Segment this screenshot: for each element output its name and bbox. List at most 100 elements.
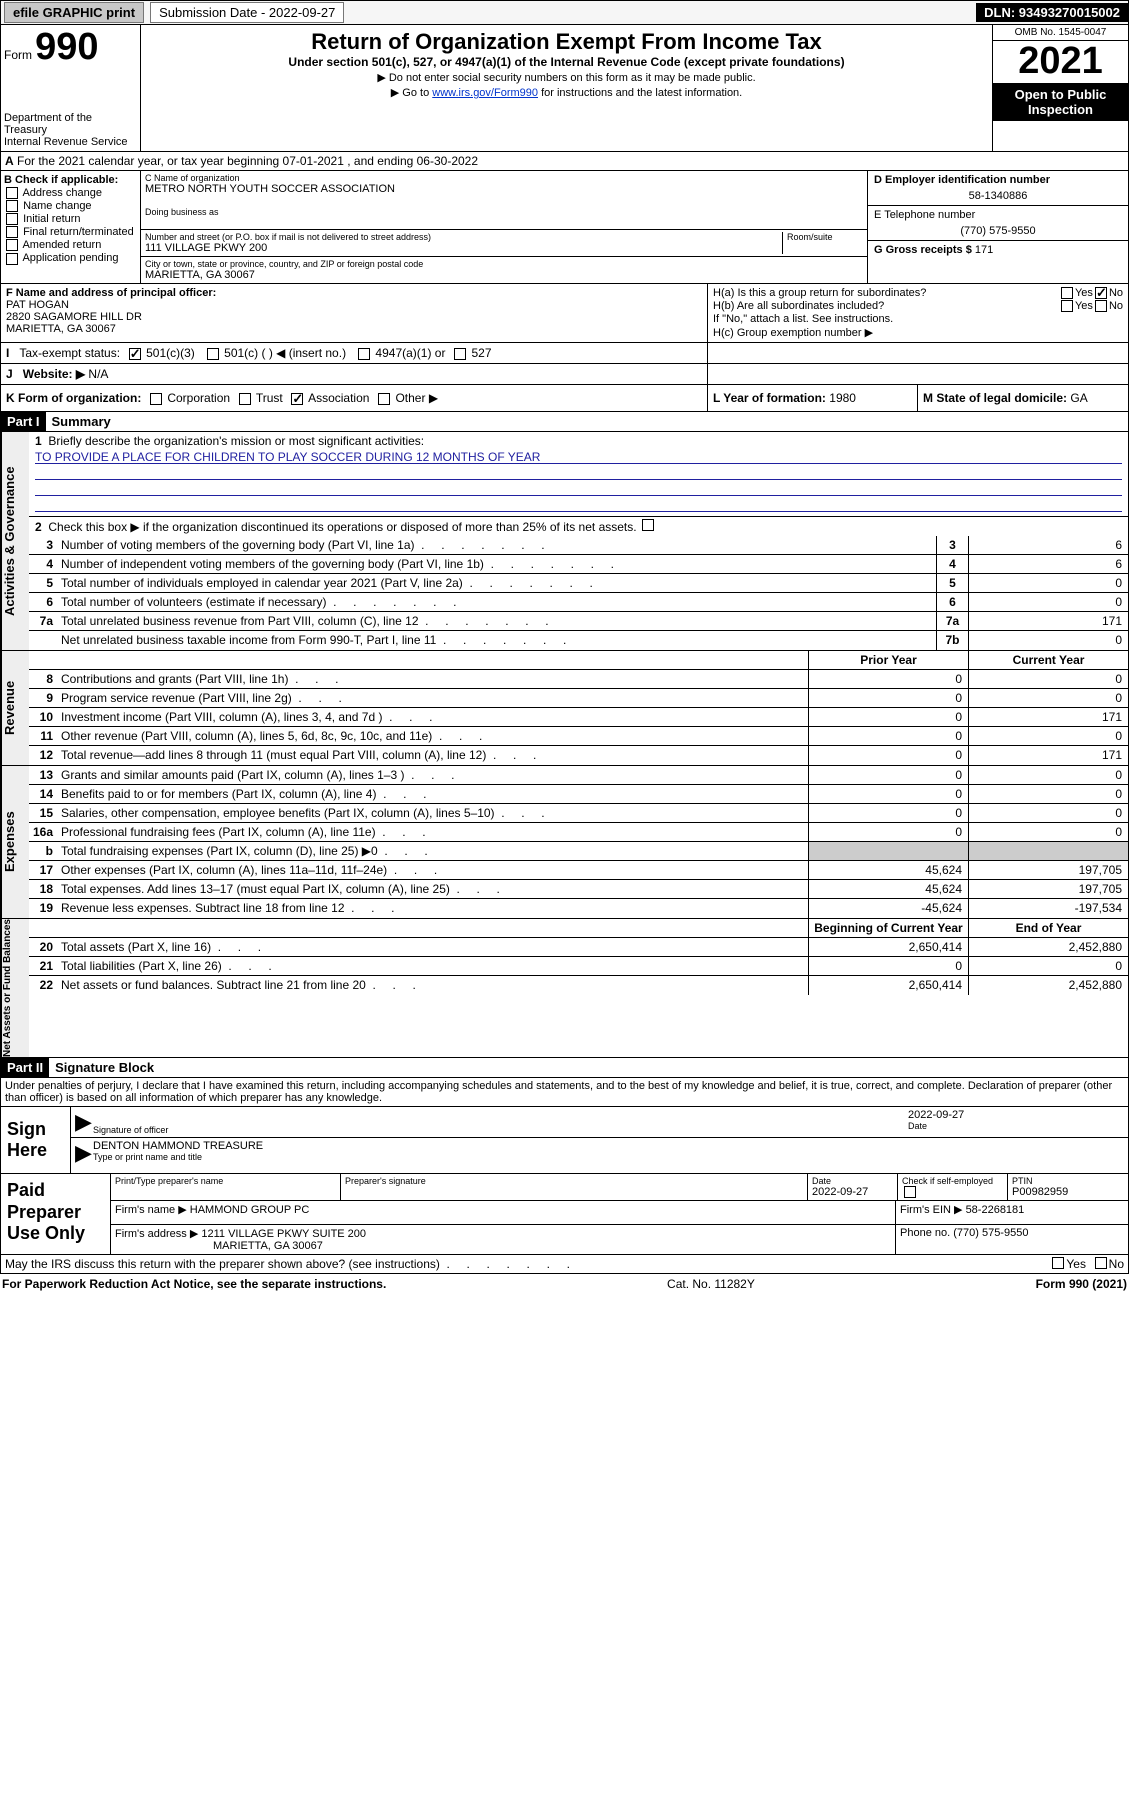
ck-ha-no[interactable] bbox=[1095, 287, 1107, 299]
summary-row: 12Total revenue—add lines 8 through 11 (… bbox=[29, 746, 1128, 765]
form-subtitle: Under section 501(c), 527, or 4947(a)(1)… bbox=[147, 55, 986, 69]
officer-typed: DENTON HAMMOND TREASURE bbox=[93, 1140, 1124, 1152]
may-discuss: May the IRS discuss this return with the… bbox=[0, 1255, 1129, 1274]
ck-501c[interactable] bbox=[207, 348, 219, 360]
summary-row: 14Benefits paid to or for members (Part … bbox=[29, 785, 1128, 804]
ck-trust[interactable] bbox=[239, 393, 251, 405]
open-public: Open to Public Inspection bbox=[993, 83, 1128, 121]
summary-row: 19Revenue less expenses. Subtract line 1… bbox=[29, 899, 1128, 918]
mission-text: TO PROVIDE A PLACE FOR CHILDREN TO PLAY … bbox=[35, 450, 1122, 464]
ck-527[interactable] bbox=[454, 348, 466, 360]
summary-row: 6Total number of volunteers (estimate if… bbox=[29, 593, 1128, 612]
dln-label: DLN: 93493270015002 bbox=[976, 3, 1128, 22]
submission-date: Submission Date - 2022-09-27 bbox=[150, 2, 344, 23]
ptin: P00982959 bbox=[1012, 1186, 1124, 1198]
header-left: Form 990 Department of the Treasury Inte… bbox=[1, 25, 141, 151]
website: N/A bbox=[88, 367, 108, 381]
domicile: GA bbox=[1070, 391, 1087, 405]
summary-expenses: Expenses 13Grants and similar amounts pa… bbox=[0, 766, 1129, 919]
summary-row: 13Grants and similar amounts paid (Part … bbox=[29, 766, 1128, 785]
ein: 58-1340886 bbox=[874, 190, 1122, 202]
firm-name: HAMMOND GROUP PC bbox=[190, 1204, 310, 1216]
top-bar: efile GRAPHIC print Submission Date - 20… bbox=[0, 0, 1129, 25]
efile-button[interactable]: efile GRAPHIC print bbox=[4, 2, 144, 23]
col-b: B Check if applicable: Address change Na… bbox=[1, 171, 141, 283]
vtab-netassets: Net Assets or Fund Balances bbox=[1, 919, 29, 1057]
ck-address[interactable] bbox=[6, 187, 18, 199]
ck-pending[interactable] bbox=[6, 253, 18, 265]
vtab-revenue: Revenue bbox=[1, 651, 29, 765]
omb-number: OMB No. 1545-0047 bbox=[993, 25, 1128, 41]
part-i-header: Part I Summary bbox=[0, 412, 1129, 432]
officer-name: PAT HOGAN bbox=[6, 299, 69, 311]
summary-row: 18Total expenses. Add lines 13–17 (must … bbox=[29, 880, 1128, 899]
ck-amended[interactable] bbox=[6, 239, 18, 251]
summary-netassets: Net Assets or Fund Balances Beginning of… bbox=[0, 919, 1129, 1058]
summary-row: 9Program service revenue (Part VIII, lin… bbox=[29, 689, 1128, 708]
prep-phone: (770) 575-9550 bbox=[953, 1227, 1028, 1239]
goto-note: ▶ Go to www.irs.gov/Form990 for instruct… bbox=[147, 86, 986, 99]
phone: (770) 575-9550 bbox=[874, 225, 1122, 237]
summary-row: 22Net assets or fund balances. Subtract … bbox=[29, 976, 1128, 995]
irs-label: Internal Revenue Service bbox=[4, 136, 137, 148]
summary-row: 15Salaries, other compensation, employee… bbox=[29, 804, 1128, 823]
city: MARIETTA, GA 30067 bbox=[145, 269, 863, 281]
summary-header-row: Beginning of Current Year End of Year bbox=[29, 919, 1128, 938]
summary-activities: Activities & Governance 1 Briefly descri… bbox=[0, 432, 1129, 651]
dept-treasury: Department of the Treasury bbox=[4, 112, 137, 136]
ck-hb-no[interactable] bbox=[1095, 300, 1107, 312]
penalties-text: Under penalties of perjury, I declare th… bbox=[0, 1078, 1129, 1107]
ck-501c3[interactable] bbox=[129, 348, 141, 360]
firm-ein: 58-2268181 bbox=[966, 1204, 1025, 1216]
ck-discontinued[interactable] bbox=[642, 519, 654, 531]
form-number: 990 bbox=[35, 26, 98, 68]
ck-hb-yes[interactable] bbox=[1061, 300, 1073, 312]
line-i: I Tax-exempt status: 501(c)(3) 501(c) ( … bbox=[0, 343, 1129, 364]
block-f-h: F Name and address of principal officer:… bbox=[0, 284, 1129, 343]
summary-row: 5Total number of individuals employed in… bbox=[29, 574, 1128, 593]
summary-header-row: Prior Year Current Year bbox=[29, 651, 1128, 670]
ck-may-yes[interactable] bbox=[1052, 1257, 1064, 1269]
summary-revenue: Revenue Prior Year Current Year 8Contrib… bbox=[0, 651, 1129, 766]
col-c: C Name of organization METRO NORTH YOUTH… bbox=[141, 171, 868, 283]
summary-row: 21Total liabilities (Part X, line 26) 00 bbox=[29, 957, 1128, 976]
ck-name[interactable] bbox=[6, 200, 18, 212]
summary-row: 20Total assets (Part X, line 16) 2,650,4… bbox=[29, 938, 1128, 957]
header-mid: Return of Organization Exempt From Incom… bbox=[141, 25, 993, 151]
street: 111 VILLAGE PKWY 200 bbox=[145, 242, 778, 254]
ssn-note: ▶ Do not enter social security numbers o… bbox=[147, 71, 986, 84]
period-line: A For the 2021 calendar year, or tax yea… bbox=[0, 152, 1129, 171]
page-footer: For Paperwork Reduction Act Notice, see … bbox=[0, 1274, 1129, 1294]
col-deg: D Employer identification number 58-1340… bbox=[868, 171, 1128, 283]
ck-4947[interactable] bbox=[358, 348, 370, 360]
summary-row: 17Other expenses (Part IX, column (A), l… bbox=[29, 861, 1128, 880]
ck-self-employed[interactable] bbox=[904, 1186, 916, 1198]
paid-preparer-block: Paid Preparer Use Only Print/Type prepar… bbox=[0, 1174, 1129, 1255]
ck-initial[interactable] bbox=[6, 213, 18, 225]
gross-receipts: 171 bbox=[975, 244, 993, 256]
form-word: Form bbox=[4, 48, 32, 62]
ck-ha-yes[interactable] bbox=[1061, 287, 1073, 299]
line-j: J Website: ▶ N/A bbox=[0, 364, 1129, 385]
org-name: METRO NORTH YOUTH SOCCER ASSOCIATION bbox=[145, 183, 863, 195]
line-klm: K Form of organization: Corporation Trus… bbox=[0, 385, 1129, 412]
ck-assoc[interactable] bbox=[291, 393, 303, 405]
block-b-to-g: B Check if applicable: Address change Na… bbox=[0, 171, 1129, 284]
summary-row: 3Number of voting members of the governi… bbox=[29, 536, 1128, 555]
summary-row: Net unrelated business taxable income fr… bbox=[29, 631, 1128, 650]
ck-final[interactable] bbox=[6, 226, 18, 238]
vtab-expenses: Expenses bbox=[1, 766, 29, 918]
part-ii-header: Part II Signature Block bbox=[0, 1058, 1129, 1078]
irs-link[interactable]: www.irs.gov/Form990 bbox=[432, 87, 538, 99]
summary-row: 10Investment income (Part VIII, column (… bbox=[29, 708, 1128, 727]
sign-here-block: Sign Here ▶ Signature of officer 2022-09… bbox=[0, 1107, 1129, 1174]
ck-other[interactable] bbox=[378, 393, 390, 405]
vtab-activities: Activities & Governance bbox=[1, 432, 29, 650]
tax-year: 2021 bbox=[993, 41, 1128, 83]
ck-corp[interactable] bbox=[150, 393, 162, 405]
summary-row: 4Number of independent voting members of… bbox=[29, 555, 1128, 574]
year-formation: 1980 bbox=[829, 391, 856, 405]
form-header: Form 990 Department of the Treasury Inte… bbox=[0, 25, 1129, 152]
form-title: Return of Organization Exempt From Incom… bbox=[147, 29, 986, 55]
ck-may-no[interactable] bbox=[1095, 1257, 1107, 1269]
